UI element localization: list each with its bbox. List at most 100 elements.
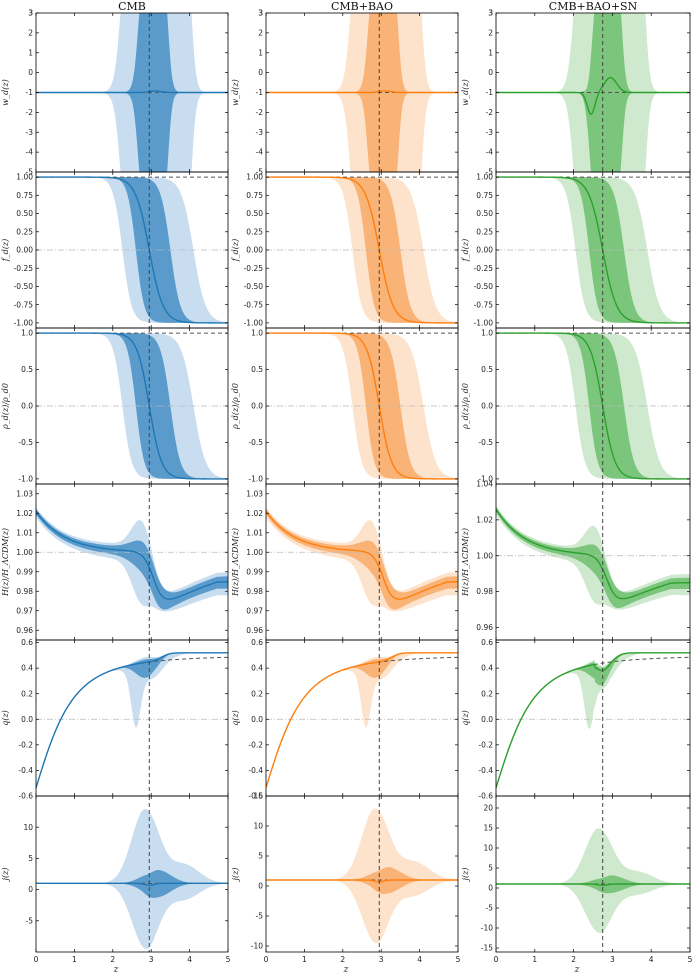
y-tick-label: 1.0 — [251, 329, 263, 338]
median-line — [36, 882, 228, 886]
y-tick-label: 0.96 — [476, 623, 493, 632]
y-tick-label: -1.0 — [248, 474, 263, 483]
median-line — [36, 90, 228, 94]
y-axis-label: w_d(z) — [1, 79, 10, 105]
panel-4-2: -0.6 -0.4 -0.2 0.0 0.2 0.4 0.6 q(z) — [461, 638, 691, 801]
y-tick-label: 0.75 — [476, 191, 493, 200]
y-tick-label: 1.0 — [21, 329, 33, 338]
panel-4-0: -0.6 -0.4 -0.2 0.0 0.2 0.4 0.6 q(z) — [1, 638, 229, 801]
y-tick-label: 0.00 — [16, 246, 33, 255]
y-tick-label: -0.5 — [248, 438, 263, 447]
y-tick-label: -0.2 — [18, 740, 33, 749]
y-tick-label: 0.5 — [21, 365, 33, 374]
band-68 — [36, 177, 228, 323]
y-tick-label: 1.03 — [246, 489, 263, 498]
x-tick-label: 5 — [226, 955, 231, 964]
y-tick-label: -0.50 — [244, 282, 264, 291]
y-tick-label: -1.0 — [478, 474, 493, 483]
y-tick-label: 0.96 — [246, 626, 263, 635]
y-tick-label: 1.03 — [16, 489, 33, 498]
band-68 — [36, 333, 228, 479]
y-axis-label: H(z)/H_ΛCDM(z) — [461, 528, 470, 597]
y-tick-label: 0.6 — [21, 638, 33, 647]
y-tick-label: 0.50 — [246, 209, 263, 218]
panel-3-1: 0.96 0.97 0.98 0.99 1.00 1.01 1.02 1.03 H(z)/H_Λ… — [231, 483, 459, 641]
y-axis-label: j(z) — [1, 868, 10, 883]
y-tick-label: -5 — [256, 168, 264, 177]
y-tick-label: 0.97 — [246, 606, 263, 615]
y-tick-label: 3 — [488, 9, 493, 18]
column-title-2: CMB+BAO+SN — [549, 0, 638, 13]
x-tick-label: 1 — [72, 955, 77, 964]
x-tick-label: 3 — [610, 955, 615, 964]
y-tick-label: 0.25 — [16, 227, 33, 236]
x-tick-label: 5 — [456, 955, 461, 964]
y-tick-label: 0 — [28, 885, 33, 894]
y-tick-label: 1.02 — [476, 515, 493, 524]
y-axis-label: f_d(z) — [461, 239, 470, 263]
median-line — [266, 90, 458, 94]
y-axis-label: ρ_d(z)/ρ_d0 — [231, 383, 240, 430]
y-tick-label: 1.00 — [476, 173, 493, 182]
y-tick-label: 0.0 — [21, 402, 33, 411]
median-line — [496, 176, 690, 324]
y-tick-label: -0.50 — [14, 282, 34, 291]
y-tick-label: -3 — [486, 128, 494, 137]
y-tick-label: 1 — [28, 48, 33, 57]
median-line — [496, 332, 690, 480]
y-tick-label: -0.75 — [14, 300, 34, 309]
median-line — [496, 76, 690, 115]
x-axis-label: z — [113, 965, 119, 975]
panel-2-1: -1.0 -0.5 0.0 0.5 1.0 ρ_d(z)/ρ_d0 — [231, 327, 459, 485]
y-tick-label: 0.75 — [16, 191, 33, 200]
x-tick-label: 0 — [264, 955, 269, 964]
y-tick-label: -0.5 — [478, 438, 493, 447]
y-tick-label: 1.00 — [16, 173, 33, 182]
panel-frame — [265, 795, 459, 953]
median-line — [266, 176, 458, 324]
x-tick-label: 1 — [302, 955, 307, 964]
band-95 — [36, 652, 228, 788]
y-tick-label: -0.50 — [474, 282, 494, 291]
y-tick-label: -5 — [26, 168, 34, 177]
y-tick-label: -3 — [26, 128, 34, 137]
x-tick-label: 1 — [532, 955, 537, 964]
y-tick-label: 5 — [488, 864, 493, 873]
panel-frame — [495, 795, 691, 953]
y-tick-label: 0.98 — [246, 587, 263, 596]
x-tick-label: 0 — [34, 955, 39, 964]
y-tick-label: 0.99 — [246, 567, 263, 576]
y-axis-label: ρ_d(z)/ρ_d0 — [1, 383, 10, 430]
band-68 — [266, 508, 458, 610]
y-tick-label: -5 — [26, 916, 34, 925]
y-tick-label: -0.4 — [248, 766, 263, 775]
y-tick-label: 1.01 — [16, 528, 33, 537]
median-line — [496, 652, 690, 788]
y-tick-label: 0.2 — [481, 689, 493, 698]
y-tick-label: 20 — [483, 804, 493, 813]
y-tick-label: 0.00 — [476, 246, 493, 255]
band-68 — [266, 177, 458, 323]
y-tick-label: 0.0 — [21, 715, 33, 724]
y-axis-label: j(z) — [461, 868, 470, 883]
y-tick-label: 3 — [28, 9, 33, 18]
median-line — [36, 652, 228, 788]
median-line — [496, 883, 690, 886]
y-axis-label: q(z) — [231, 710, 240, 726]
median-line — [496, 508, 690, 600]
y-axis-label: H(z)/H_ΛCDM(z) — [231, 528, 240, 597]
y-axis-label: q(z) — [461, 710, 470, 726]
y-tick-label: 0.00 — [246, 246, 263, 255]
panel-5-1: -10 -5 0 5 10 15 0 1 2 3 4 5 j(z) z — [231, 792, 461, 975]
y-tick-label: 0.4 — [481, 664, 493, 673]
panel-3-2: 0.96 0.98 1.00 1.02 1.04 H(z)/H_ΛCDM(z) — [461, 480, 691, 641]
x-tick-label: 4 — [649, 955, 654, 964]
y-tick-label: 0.75 — [246, 191, 263, 200]
y-tick-label: 2 — [258, 28, 263, 37]
y-tick-label: -0.75 — [474, 300, 494, 309]
y-tick-label: 0.96 — [16, 626, 33, 635]
y-tick-label: -1 — [486, 88, 494, 97]
median-line — [36, 332, 228, 480]
y-tick-label: 1.02 — [246, 509, 263, 518]
